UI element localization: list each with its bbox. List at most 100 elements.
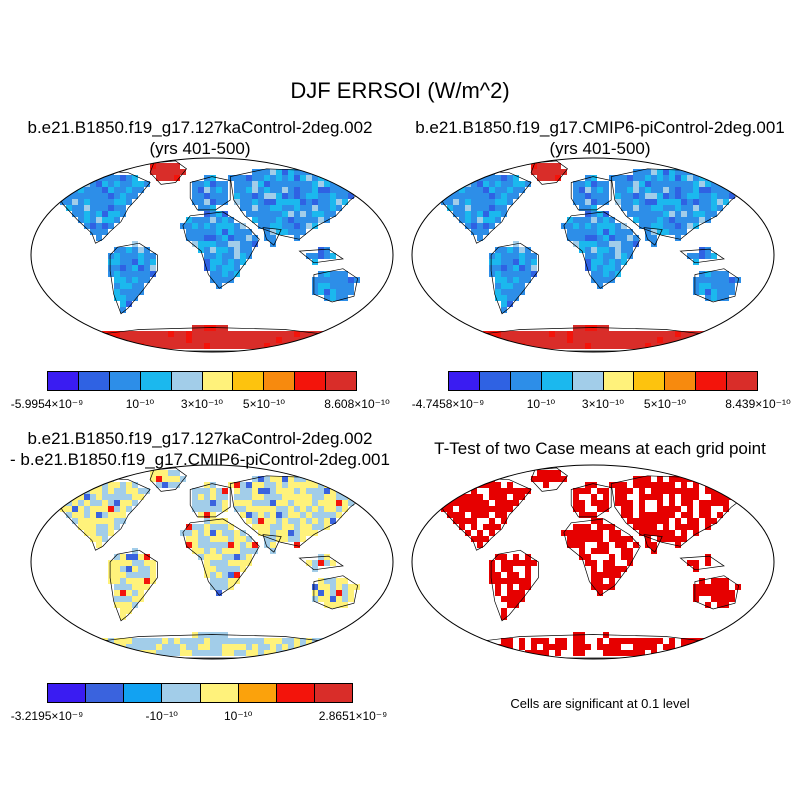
grid-cell <box>258 638 264 644</box>
grid-cell <box>144 578 150 584</box>
grid-cell <box>597 337 603 343</box>
grid-cell <box>276 644 282 650</box>
grid-cell <box>645 638 651 644</box>
grid-cell <box>186 524 192 530</box>
grid-cell <box>717 337 723 343</box>
grid-cell <box>294 506 300 512</box>
grid-cell <box>216 644 222 650</box>
grid-cell <box>258 482 264 488</box>
grid-cell <box>603 337 609 343</box>
grid-cell <box>639 343 645 349</box>
grid-cell <box>210 518 216 524</box>
grid-cell <box>306 506 312 512</box>
grid-cell <box>657 331 663 337</box>
grid-cell <box>246 638 252 644</box>
grid-cell <box>300 223 306 229</box>
grid-cell <box>645 331 651 337</box>
grid-cell <box>108 650 114 656</box>
colorbar-swatch <box>48 372 79 390</box>
grid-cell <box>471 217 477 223</box>
grid-cell <box>645 530 651 536</box>
grid-cell <box>210 638 216 644</box>
grid-cell <box>108 500 114 506</box>
grid-cell <box>210 530 216 536</box>
grid-cell <box>519 259 525 265</box>
grid-cell <box>78 217 84 223</box>
grid-cell <box>615 572 621 578</box>
grid-cell <box>90 500 96 506</box>
grid-cell <box>483 337 489 343</box>
grid-cell <box>276 530 282 536</box>
grid-cell <box>681 476 687 482</box>
coastline-australia <box>694 268 739 303</box>
grid-cell <box>591 199 597 205</box>
grid-cell <box>102 650 108 656</box>
grid-cell <box>693 175 699 181</box>
grid-cell <box>228 271 234 277</box>
grid-cell <box>360 181 366 187</box>
grid-cell <box>210 259 216 265</box>
coastline-indonesia <box>679 248 725 264</box>
grid-cell <box>639 638 645 644</box>
grid-cell <box>150 343 156 349</box>
grid-cell <box>312 566 318 572</box>
grid-cell <box>324 512 330 518</box>
grid-cell <box>585 343 591 349</box>
grid-cell <box>531 253 537 259</box>
grid-cell <box>597 584 603 590</box>
grid-cell <box>705 217 711 223</box>
grid-cell <box>114 247 120 253</box>
grid-cell <box>657 512 663 518</box>
grid-cell <box>222 548 228 554</box>
grid-cell <box>234 530 240 536</box>
grid-cell <box>717 199 723 205</box>
grid-cell <box>663 217 669 223</box>
grid-cell <box>108 524 114 530</box>
grid-cell <box>192 229 198 235</box>
grid-cell <box>681 331 687 337</box>
grid-cell <box>597 548 603 554</box>
grid-cell <box>240 223 246 229</box>
grid-cell <box>699 283 705 289</box>
grid-cell <box>729 277 735 283</box>
grid-cell <box>723 500 729 506</box>
grid-cell <box>435 494 441 500</box>
grid-cell <box>222 217 228 223</box>
grid-cell <box>300 536 306 542</box>
grid-cell <box>312 331 318 337</box>
grid-cell <box>573 500 579 506</box>
grid-cell <box>96 223 102 229</box>
grid-cell <box>180 343 186 349</box>
grid-cell <box>228 536 234 542</box>
grid-cell <box>348 283 354 289</box>
grid-cell <box>246 175 252 181</box>
grid-cell <box>615 488 621 494</box>
grid-cell <box>663 199 669 205</box>
grid-cell <box>681 223 687 229</box>
grid-cell <box>228 217 234 223</box>
grid-cell <box>258 488 264 494</box>
grid-cell <box>228 644 234 650</box>
grid-cell <box>246 644 252 650</box>
grid-cell <box>489 199 495 205</box>
grid-cell <box>717 289 723 295</box>
grid-cell <box>627 536 633 542</box>
grid-cell <box>669 181 675 187</box>
grid-cell <box>603 247 609 253</box>
grid-cell <box>489 343 495 349</box>
grid-cell <box>150 265 156 271</box>
grid-cell <box>216 223 222 229</box>
grid-cell <box>126 193 132 199</box>
grid-cell <box>330 512 336 518</box>
grid-cell <box>621 494 627 500</box>
grid-cell <box>300 650 306 656</box>
colorbar-swatch <box>109 372 141 390</box>
grid-cell <box>663 536 669 542</box>
grid-cell <box>270 536 276 542</box>
grid-cell <box>633 482 639 488</box>
grid-cell <box>459 175 465 181</box>
grid-cell <box>621 331 627 337</box>
grid-cell <box>294 530 300 536</box>
grid-cell <box>312 193 318 199</box>
grid-cell <box>132 343 138 349</box>
